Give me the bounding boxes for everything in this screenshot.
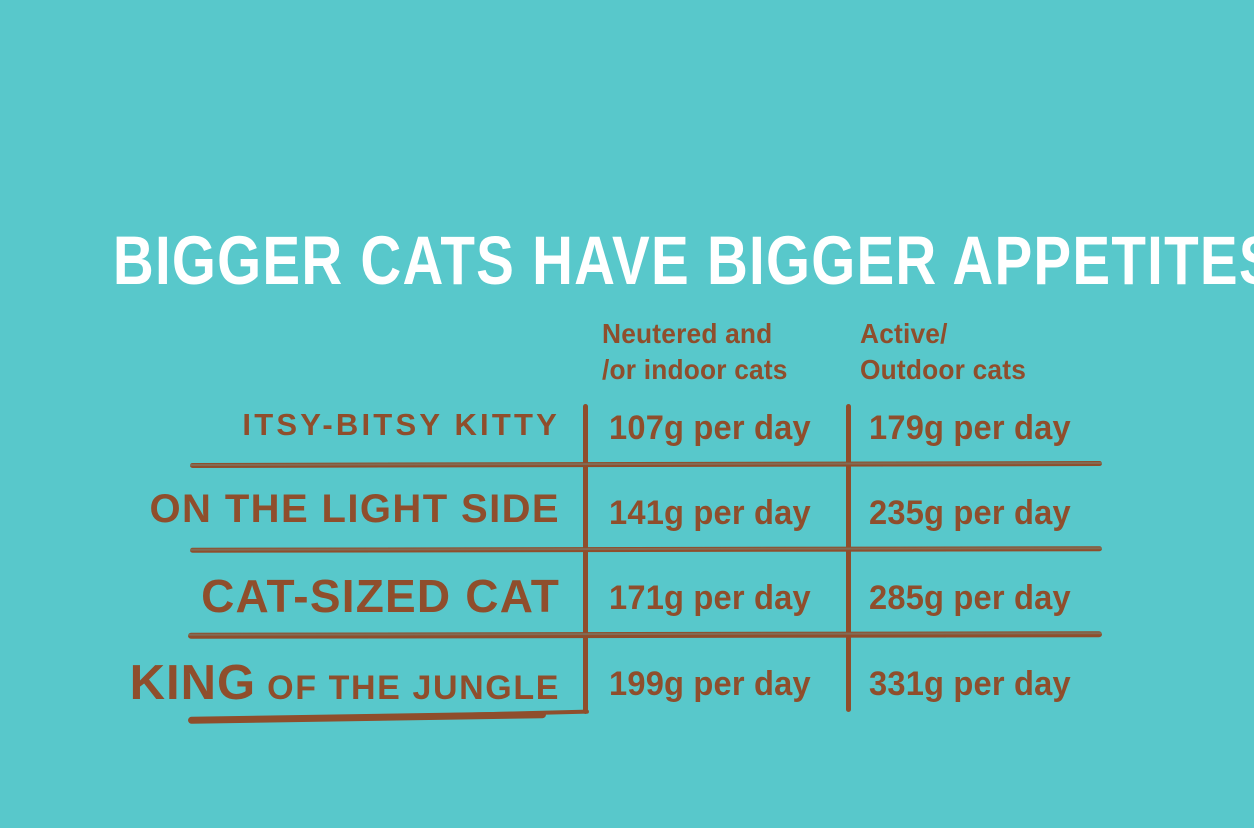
king-emphasis-text: KING xyxy=(129,656,257,710)
cell-outdoor-king-of-the-jungle: 331g per day xyxy=(869,665,1071,703)
table-row-label-itsy-bitsy-kitty: ITSY-BITSY KITTY xyxy=(242,407,560,442)
cell-indoor-king-of-the-jungle: 199g per day xyxy=(609,665,811,703)
table-row-label-cat-sized-cat: CAT-SIZED CAT xyxy=(201,570,560,622)
table-vertical-divider-2 xyxy=(846,404,851,712)
king-underline-stroke xyxy=(187,711,547,724)
table-row-divider-1 xyxy=(189,461,1103,468)
cell-indoor-cat-sized-cat: 171g per day xyxy=(609,579,811,617)
cell-outdoor-itsy-bitsy-kitty: 179g per day xyxy=(869,409,1071,447)
column-header-outdoor: Active/ Outdoor cats xyxy=(860,318,1027,385)
cell-outdoor-on-the-light-side: 235g per day xyxy=(869,494,1071,532)
table-row-divider-2 xyxy=(189,546,1103,553)
cell-outdoor-cat-sized-cat: 285g per day xyxy=(869,579,1071,617)
table-row-label-on-the-light-side: ON THE LIGHT SIDE xyxy=(149,487,560,531)
king-rest-text: OF THE JUNGLE xyxy=(256,669,560,707)
table-row-label-king-of-the-jungle: KING OF THE JUNGLE xyxy=(130,655,560,711)
page-title: BIGGER CATS HAVE BIGGER APPETITES! xyxy=(112,222,1254,299)
cell-indoor-itsy-bitsy-kitty: 107g per day xyxy=(609,409,811,447)
cell-indoor-on-the-light-side: 141g per day xyxy=(609,494,811,532)
column-header-indoor: Neutered and /or indoor cats xyxy=(602,318,788,385)
table-vertical-divider-1 xyxy=(583,404,588,714)
table-row-divider-3 xyxy=(187,631,1103,639)
